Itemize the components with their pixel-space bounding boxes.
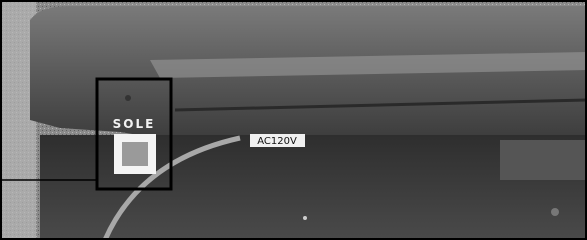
- photo: AC120V SOLE: [0, 0, 587, 240]
- logo-badge-inner: [122, 142, 148, 166]
- side-panel: [500, 140, 587, 180]
- light: [125, 95, 131, 101]
- brand-logo: SOLE: [113, 117, 156, 131]
- screw: [303, 216, 307, 220]
- voltage-label: AC120V: [257, 136, 297, 147]
- foot: [551, 208, 559, 216]
